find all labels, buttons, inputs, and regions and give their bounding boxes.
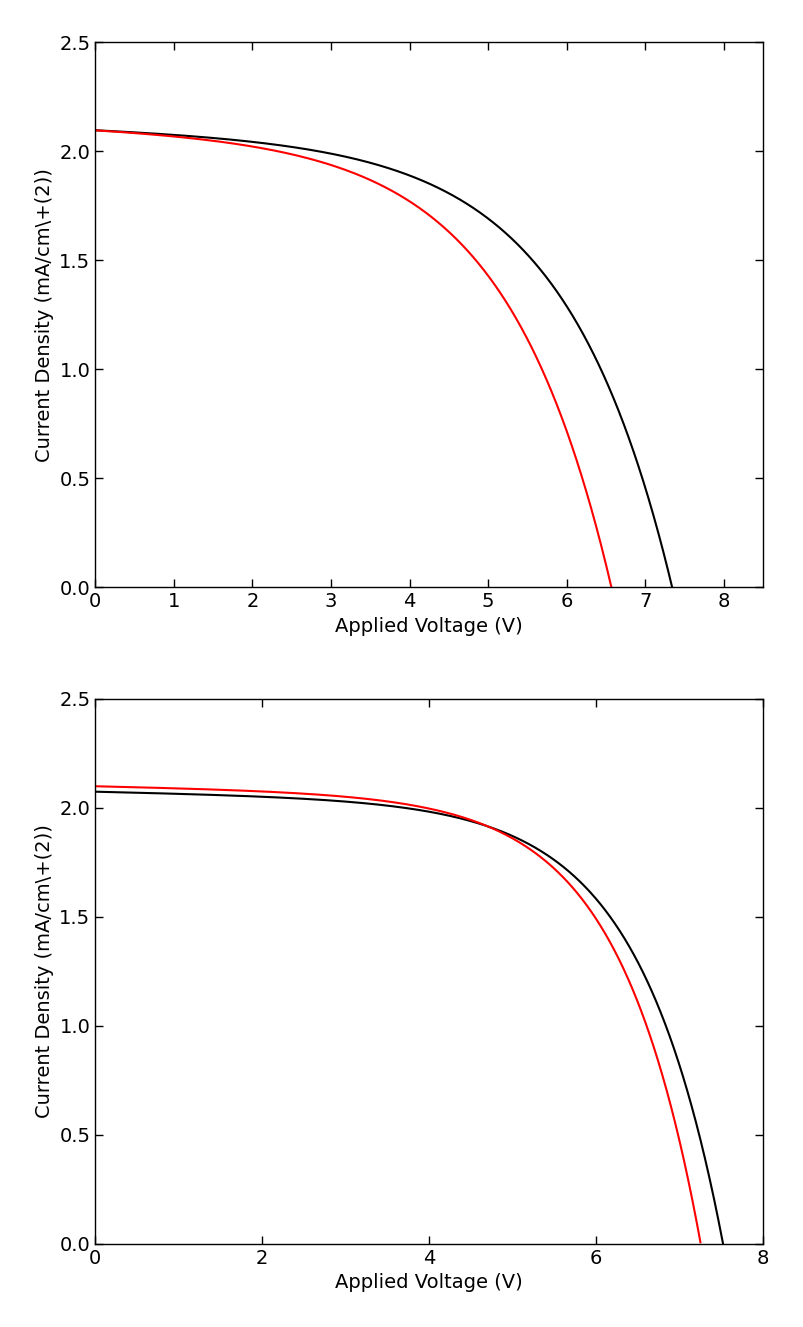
X-axis label: Applied Voltage (V): Applied Voltage (V): [335, 1274, 523, 1292]
X-axis label: Applied Voltage (V): Applied Voltage (V): [335, 617, 523, 636]
Y-axis label: Current Density (mA/cm\+(2)): Current Density (mA/cm\+(2)): [35, 824, 54, 1119]
Y-axis label: Current Density (mA/cm\+(2)): Current Density (mA/cm\+(2)): [35, 167, 54, 462]
